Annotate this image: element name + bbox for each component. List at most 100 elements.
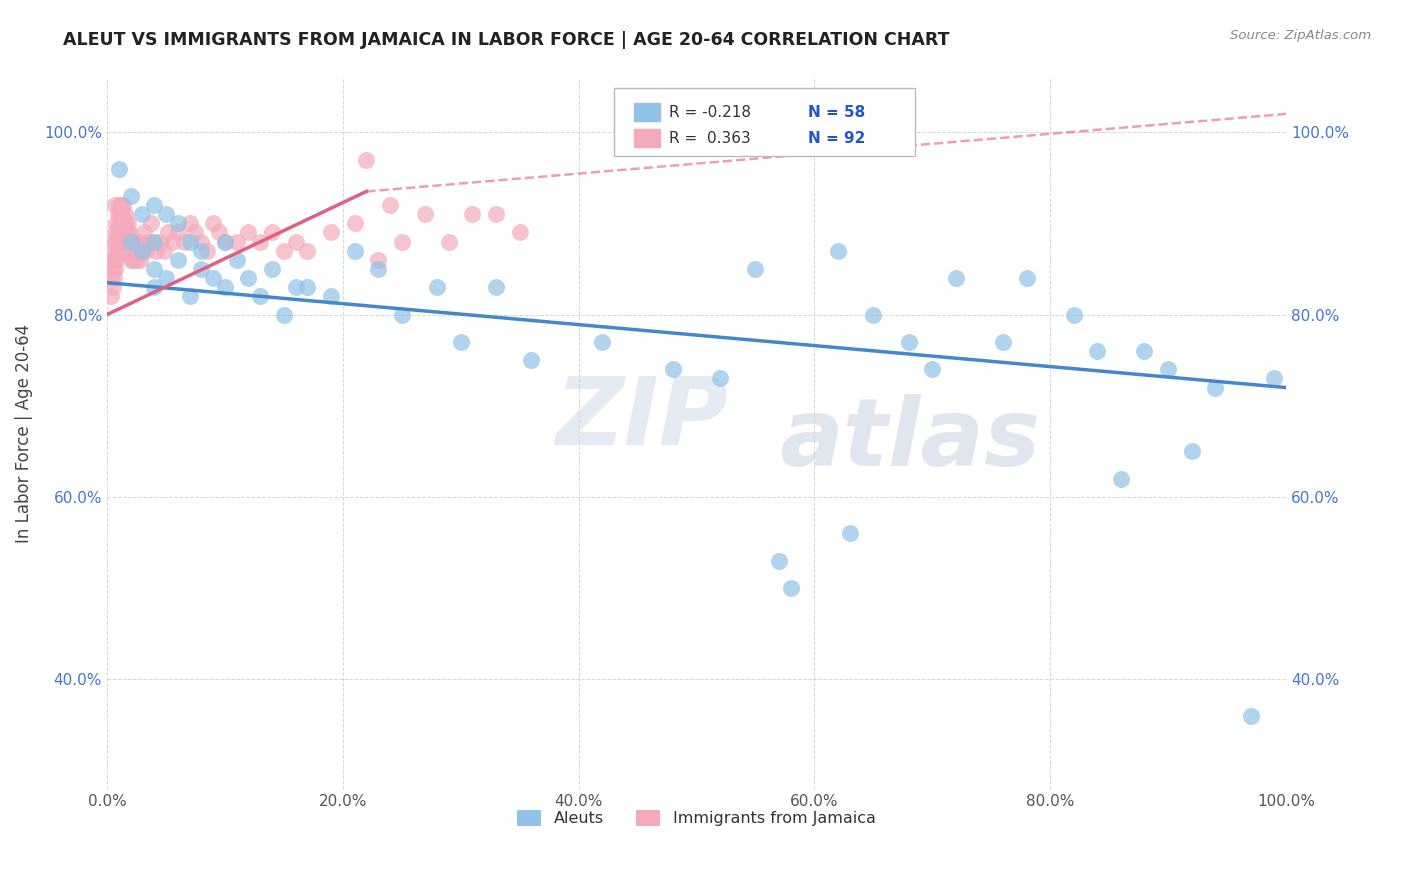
Point [122,252,145,267]
Point [108,207,131,221]
Point [413,207,436,221]
Point [122,244,145,258]
Point [107,235,129,249]
Point [117,216,139,230]
Point [273,244,295,258]
Point [1204,380,1226,394]
Point [155,271,177,285]
Point [260,226,283,240]
Point [115,244,138,258]
Point [120,252,142,267]
Point [166,226,188,240]
Point [1181,444,1204,458]
Point [111,226,134,240]
Point [214,235,236,249]
Point [1263,371,1285,385]
Point [100,252,122,267]
Text: Source: ZipAtlas.com: Source: ZipAtlas.com [1230,29,1371,42]
Point [155,207,177,221]
Point [114,244,136,258]
Point [744,262,766,277]
Point [367,252,389,267]
Point [114,216,136,230]
Point [260,262,283,277]
Point [104,262,127,277]
Point [131,244,153,258]
Point [461,207,484,221]
Point [157,226,180,240]
Point [139,216,162,230]
Point [945,271,967,285]
Point [118,226,141,240]
Point [214,280,236,294]
Point [110,216,132,230]
Point [485,207,508,221]
Point [437,235,460,249]
Point [114,235,136,249]
Point [125,252,148,267]
Text: N = 58: N = 58 [808,104,866,120]
Point [117,235,139,249]
Point [768,554,790,568]
Point [343,244,366,258]
Point [319,289,342,303]
Point [143,262,166,277]
Point [273,308,295,322]
Point [238,271,260,285]
Point [108,226,131,240]
Point [426,280,449,294]
Point [120,235,142,249]
Point [135,244,157,258]
Point [591,334,613,349]
Point [179,235,201,249]
Point [100,289,122,303]
Point [184,226,207,240]
Point [121,244,143,258]
Point [103,235,125,249]
Point [450,334,472,349]
Point [143,235,166,249]
Point [114,226,136,240]
Point [838,526,860,541]
Point [166,216,188,230]
Point [101,280,124,294]
Point [1133,344,1156,359]
Point [1239,709,1261,723]
Point [104,198,127,212]
Point [136,235,159,249]
Point [214,235,236,249]
Point [195,244,218,258]
Point [101,262,124,277]
Point [391,308,413,322]
Point [107,244,129,258]
Point [120,235,142,249]
Point [391,235,413,249]
Point [160,235,183,249]
Point [145,244,167,258]
Point [115,226,138,240]
Point [1157,362,1180,376]
Point [127,244,149,258]
Point [131,244,153,258]
Point [319,226,342,240]
Point [110,235,132,249]
Point [190,235,212,249]
Point [149,235,172,249]
Point [190,262,212,277]
Point [122,235,145,249]
Point [105,235,128,249]
Point [108,244,131,258]
Text: ZIP: ZIP [555,373,728,465]
Point [343,216,366,230]
Point [1109,472,1132,486]
Point [709,371,731,385]
Point [112,198,135,212]
FancyBboxPatch shape [614,88,914,156]
Point [104,226,127,240]
Point [131,207,153,221]
Point [249,235,271,249]
Point [132,226,155,240]
Point [118,244,141,258]
Bar [634,128,659,147]
Point [1085,344,1108,359]
